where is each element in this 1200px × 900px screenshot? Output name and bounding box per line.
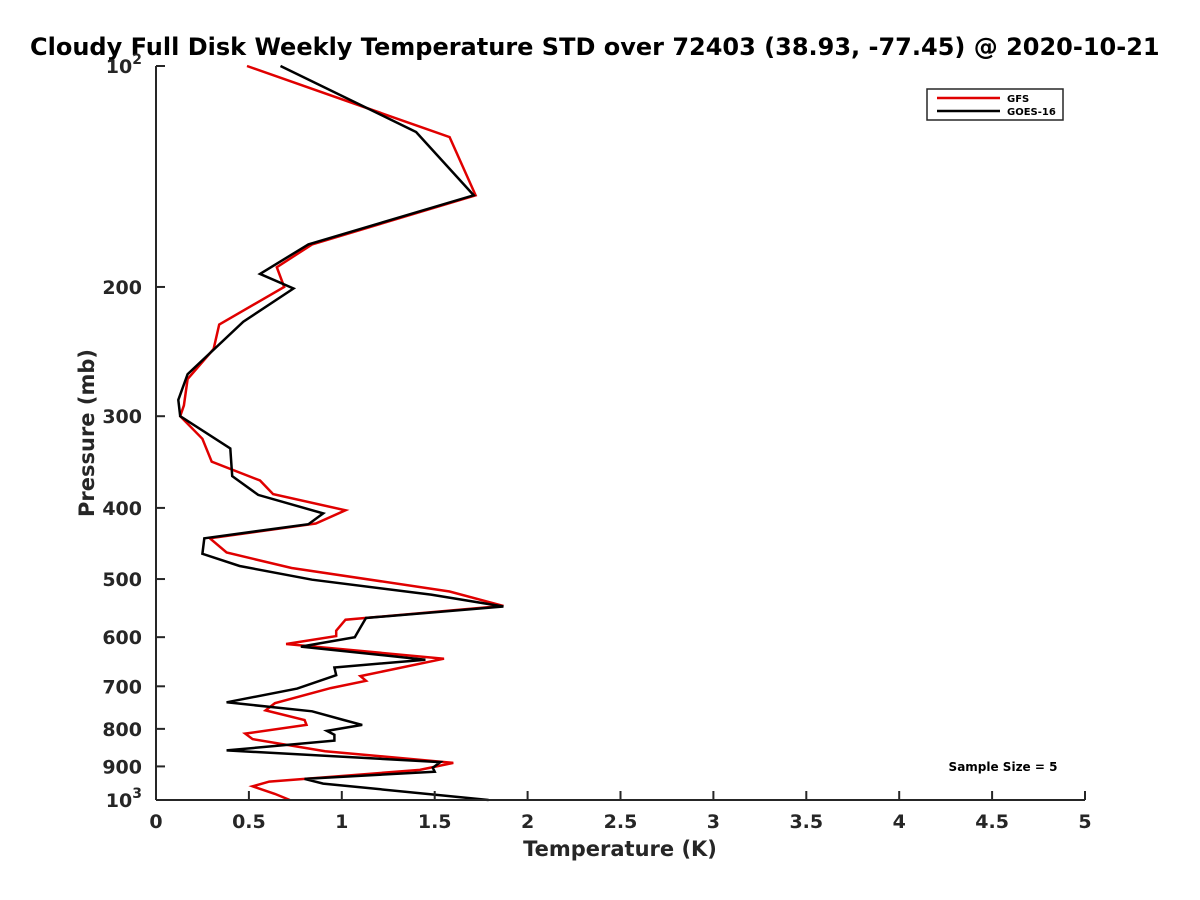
sample-size-annotation: Sample Size = 5 [949, 760, 1058, 774]
y-tick-label: 600 [102, 627, 142, 649]
y-axis-label: Pressure (mb) [75, 349, 99, 517]
legend-label: GFS [1007, 94, 1029, 105]
x-tick-label: 2 [521, 811, 534, 833]
y-tick-label: 900 [102, 756, 142, 778]
y-tick-label: 300 [102, 406, 142, 428]
y-tick-label: 103 [106, 786, 142, 812]
y-tick-label: 700 [102, 676, 142, 698]
chart-title: Cloudy Full Disk Weekly Temperature STD … [30, 33, 1160, 61]
x-ticks: 0 0.5 1 1.5 2 2.5 3 3.5 4 4.5 5 [149, 791, 1092, 833]
x-tick-label: 3 [707, 811, 720, 833]
y-tick-label: 800 [102, 719, 142, 741]
y-ticks: 102 200 300 400 500 600 700 800 900 103 [102, 52, 165, 812]
plot-lines [177, 64, 504, 802]
legend-label: GOES-16 [1007, 107, 1056, 118]
x-tick-label: 1.5 [418, 811, 452, 833]
x-tick-label: 3.5 [789, 811, 823, 833]
y-tick-label: 500 [102, 569, 142, 591]
y-tick-label: 200 [102, 277, 142, 299]
y-tick-label: 400 [102, 498, 142, 520]
x-tick-label: 2.5 [604, 811, 638, 833]
x-tick-label: 4.5 [975, 811, 1009, 833]
x-tick-label: 0.5 [232, 811, 266, 833]
x-tick-label: 5 [1078, 811, 1091, 833]
x-tick-label: 1 [335, 811, 348, 833]
legend-box [926, 88, 1064, 121]
series-line-goes-16 [177, 64, 504, 802]
x-tick-label: 0 [149, 811, 162, 833]
y-tick-label: 102 [106, 52, 142, 78]
x-tick-label: 4 [893, 811, 906, 833]
x-axis-label: Temperature (K) [523, 837, 717, 861]
legend: GFS GOES-16 [926, 88, 1064, 121]
